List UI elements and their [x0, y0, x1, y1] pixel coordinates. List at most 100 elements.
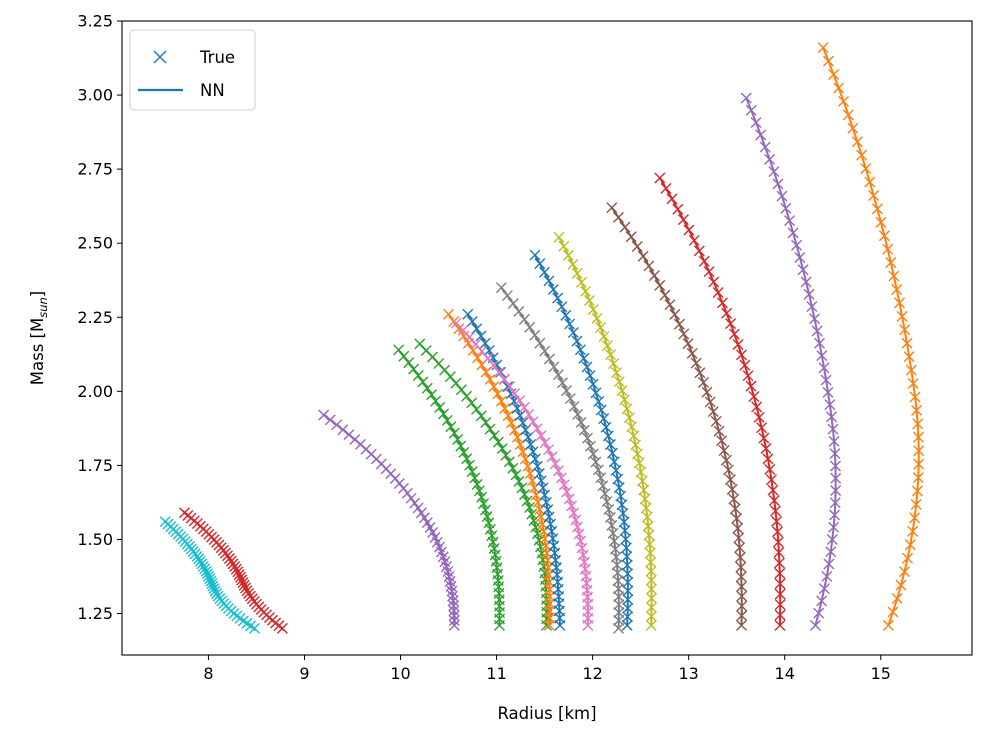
- true-point: [479, 337, 491, 349]
- true-point: [502, 410, 514, 422]
- true-point: [583, 294, 595, 306]
- true-point: [909, 391, 921, 403]
- true-point: [895, 579, 907, 591]
- true-point: [595, 404, 607, 416]
- true-point: [543, 275, 555, 287]
- true-point: [492, 388, 504, 400]
- true-point: [613, 614, 625, 626]
- true-point: [567, 327, 579, 339]
- true-point: [592, 464, 604, 476]
- true-point: [813, 607, 825, 619]
- true-point: [912, 472, 924, 484]
- true-point: [612, 583, 624, 595]
- true-point: [539, 345, 551, 357]
- true-point: [677, 214, 689, 226]
- y-axis-label-main: Mass [M: [28, 318, 47, 385]
- true-point: [713, 425, 725, 437]
- true-point: [511, 431, 523, 443]
- true-point: [481, 510, 493, 522]
- true-point: [491, 359, 503, 371]
- true-point: [471, 403, 483, 415]
- true-point: [716, 297, 728, 309]
- true-point: [488, 359, 500, 371]
- true-point: [620, 533, 632, 545]
- true-point: [500, 449, 512, 461]
- true-point: [816, 350, 828, 362]
- true-point: [527, 446, 539, 458]
- true-point: [238, 579, 250, 591]
- true-point: [412, 502, 424, 514]
- true-point: [733, 532, 745, 544]
- true-point: [528, 515, 540, 527]
- true-point: [664, 299, 676, 311]
- true-point: [771, 526, 783, 538]
- true-point: [553, 231, 565, 243]
- true-point: [209, 585, 221, 597]
- legend-label-true: True: [199, 48, 235, 67]
- series-curve: [462, 308, 566, 631]
- true-point: [860, 163, 872, 175]
- true-point: [882, 619, 894, 631]
- x-tick-label: 11: [486, 664, 506, 683]
- true-point: [561, 385, 573, 397]
- true-point: [445, 421, 457, 433]
- true-point: [567, 258, 579, 270]
- true-point: [575, 276, 587, 288]
- true-point: [739, 359, 751, 371]
- true-point: [461, 390, 473, 402]
- true-point: [495, 282, 507, 294]
- true-point: [573, 528, 585, 540]
- true-point: [469, 472, 481, 484]
- true-point: [486, 530, 498, 542]
- true-point: [838, 95, 850, 107]
- true-point: [606, 447, 618, 459]
- true-point: [645, 565, 657, 577]
- series-curve: [529, 249, 634, 631]
- true-point: [891, 593, 903, 604]
- true-point: [488, 381, 500, 393]
- true-point: [736, 349, 747, 361]
- true-point: [554, 619, 566, 631]
- true-point: [484, 423, 496, 435]
- true-point: [476, 491, 488, 503]
- true-point: [331, 419, 343, 431]
- true-point: [324, 414, 336, 426]
- true-point: [521, 495, 533, 507]
- true-point: [518, 313, 530, 325]
- true-point: [519, 488, 531, 500]
- true-point: [907, 525, 919, 537]
- true-point: [236, 574, 248, 586]
- true-point: [398, 350, 410, 362]
- true-point: [622, 585, 634, 597]
- true-point: [710, 415, 722, 427]
- true-point: [493, 619, 505, 631]
- series-curve: [654, 172, 786, 631]
- true-point: [911, 404, 923, 416]
- true-point: [578, 424, 590, 436]
- x-tick-label: 13: [678, 664, 698, 683]
- y-tick-label: 1.75: [77, 456, 113, 475]
- true-point: [820, 374, 832, 386]
- true-point: [455, 440, 467, 452]
- true-point: [694, 367, 706, 379]
- true-point: [619, 221, 631, 233]
- true-point: [513, 305, 525, 317]
- true-point: [513, 475, 525, 487]
- true-point: [698, 255, 710, 267]
- true-point: [613, 599, 625, 611]
- y-tick-label: 2.50: [77, 234, 113, 253]
- true-point: [622, 568, 634, 580]
- true-point: [539, 437, 551, 449]
- true-point: [441, 414, 453, 426]
- true-point: [602, 430, 614, 442]
- true-point: [568, 507, 580, 519]
- legend: True NN: [129, 29, 256, 111]
- true-point: [598, 413, 610, 425]
- true-point: [851, 136, 863, 148]
- true-point: [529, 249, 541, 261]
- true-point: [725, 318, 737, 330]
- true-point: [566, 500, 578, 512]
- true-point: [608, 456, 620, 468]
- true-point: [473, 485, 485, 497]
- true-point: [529, 329, 541, 341]
